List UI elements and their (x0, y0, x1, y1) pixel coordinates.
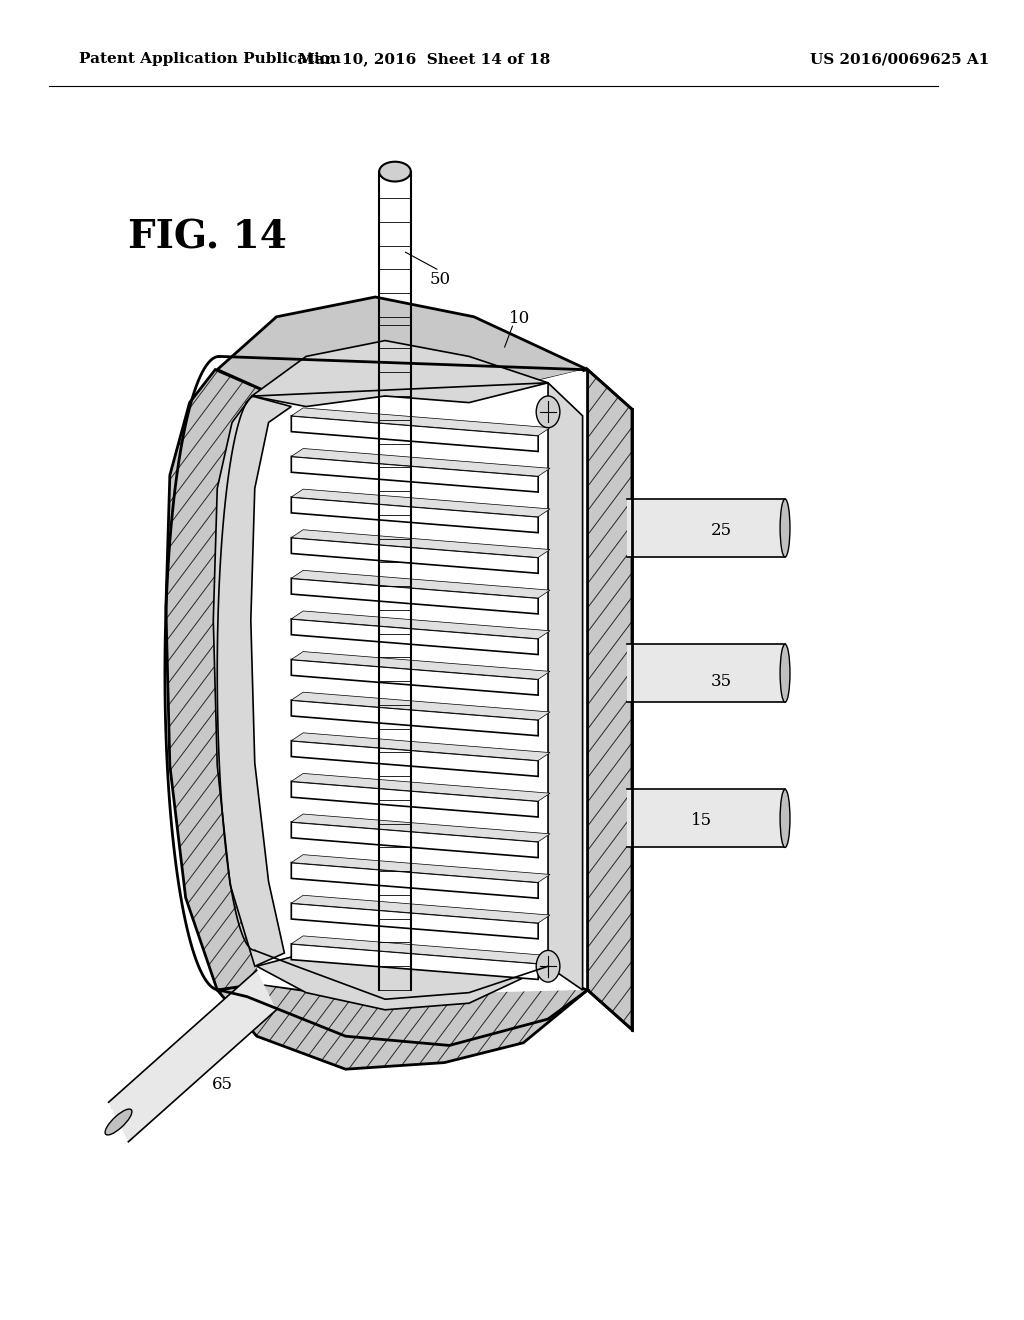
Polygon shape (291, 862, 539, 898)
Polygon shape (257, 370, 583, 999)
Text: 65: 65 (212, 1076, 233, 1093)
Polygon shape (588, 370, 632, 1030)
Ellipse shape (780, 499, 790, 557)
Text: US 2016/0069625 A1: US 2016/0069625 A1 (810, 53, 989, 66)
Polygon shape (291, 529, 550, 557)
Polygon shape (291, 570, 550, 598)
Circle shape (537, 950, 560, 982)
Polygon shape (257, 953, 548, 1010)
Polygon shape (291, 660, 539, 696)
Text: 25: 25 (711, 521, 732, 539)
Polygon shape (291, 903, 539, 939)
Ellipse shape (780, 789, 790, 847)
Ellipse shape (379, 161, 411, 181)
Polygon shape (291, 814, 550, 842)
Polygon shape (291, 822, 539, 858)
Polygon shape (166, 370, 276, 990)
Polygon shape (291, 944, 539, 979)
Polygon shape (291, 700, 539, 735)
Polygon shape (291, 652, 550, 680)
Polygon shape (291, 490, 550, 517)
Polygon shape (217, 970, 588, 1069)
Polygon shape (291, 781, 539, 817)
Polygon shape (291, 457, 539, 492)
Polygon shape (291, 498, 539, 533)
Polygon shape (291, 578, 539, 614)
Polygon shape (291, 537, 539, 573)
Polygon shape (213, 396, 291, 966)
Ellipse shape (105, 1109, 132, 1135)
Text: 10: 10 (509, 310, 529, 327)
Text: Patent Application Publication: Patent Application Publication (79, 53, 341, 66)
Polygon shape (217, 297, 588, 396)
Polygon shape (627, 644, 785, 702)
Polygon shape (291, 449, 550, 477)
Polygon shape (291, 416, 539, 451)
Polygon shape (109, 970, 276, 1142)
Polygon shape (291, 733, 550, 760)
Polygon shape (291, 611, 550, 639)
Text: Mar. 10, 2016  Sheet 14 of 18: Mar. 10, 2016 Sheet 14 of 18 (298, 53, 551, 66)
Polygon shape (291, 692, 550, 719)
Polygon shape (548, 383, 583, 990)
Text: FIG. 14: FIG. 14 (128, 219, 288, 256)
Text: 50: 50 (429, 271, 451, 288)
Polygon shape (291, 408, 550, 436)
Polygon shape (291, 619, 539, 655)
Polygon shape (291, 741, 539, 776)
Circle shape (537, 396, 560, 428)
Polygon shape (291, 936, 550, 964)
Text: 35: 35 (711, 673, 732, 690)
Polygon shape (627, 789, 785, 847)
Text: 15: 15 (691, 812, 713, 829)
Polygon shape (252, 341, 548, 407)
Polygon shape (291, 774, 550, 801)
Polygon shape (291, 895, 550, 923)
Polygon shape (291, 854, 550, 882)
Ellipse shape (780, 644, 790, 702)
Polygon shape (627, 499, 785, 557)
